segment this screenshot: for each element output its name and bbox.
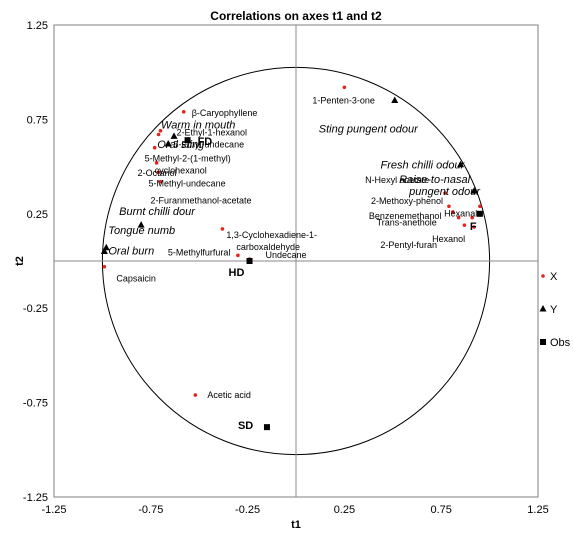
- point-y: [164, 139, 172, 147]
- point-label: Benzenemethanol: [369, 211, 442, 221]
- x-tick-label: -0.75: [138, 504, 163, 516]
- point-x: [447, 204, 451, 209]
- point-x: [154, 161, 159, 165]
- point-obs: [476, 210, 483, 217]
- x-tick-label: 0.75: [430, 504, 451, 516]
- point-x: [156, 132, 161, 137]
- point-x: [342, 85, 347, 90]
- point-label: Trans-anethole: [377, 218, 437, 228]
- point-x: [102, 264, 107, 269]
- x-tick-labels: -1.25 -0.75 -0.25 0.25 0.75 1.25: [41, 504, 548, 516]
- point-label: Capsaicin: [116, 274, 156, 284]
- point-label: β-Caryophyllene: [192, 108, 258, 118]
- point-x: [472, 225, 476, 229]
- x-tick-label: 1.25: [527, 504, 548, 516]
- point-label: Sting pungent odour: [319, 124, 419, 136]
- y-tick-label: 1.25: [27, 20, 48, 32]
- point-y: [391, 96, 399, 104]
- legend-marker-y: [539, 305, 547, 312]
- point-label: 2-Octanol: [138, 168, 177, 178]
- point-label: Hexanol: [432, 234, 465, 244]
- point-x: [456, 215, 461, 220]
- point-x: [470, 215, 474, 220]
- point-label: 1-Penten-3-one: [312, 95, 375, 105]
- point-x: [181, 110, 186, 114]
- chart-title: Correlations on axes t1 and t2: [210, 9, 382, 23]
- legend-label: X: [550, 271, 558, 283]
- point-x: [156, 170, 161, 175]
- point-labels: 1-Penten-3-one β-Caryophyllene 2-Ethyl-1-h…: [108, 95, 481, 432]
- point-y: [137, 221, 145, 228]
- y-axis-label: t2: [14, 256, 26, 266]
- legend-label: Obs: [550, 337, 571, 349]
- x-tick-label: -0.25: [235, 504, 260, 516]
- point-label: 2-Ethyl-1-hexanol: [176, 128, 247, 138]
- y-tick-label: 0.25: [27, 209, 48, 221]
- point-label: 5-Methyl-undecane: [149, 178, 226, 188]
- point-label: 5-Methyl-2-(1-methyl) cyclohexanol: [145, 154, 231, 176]
- y-tick-label: 0.75: [27, 114, 48, 126]
- point-label: Oral sting: [157, 139, 205, 151]
- y-tick-label: -0.75: [23, 398, 48, 410]
- point-y: [457, 160, 465, 168]
- point-label: Burnt chilli dour: [119, 206, 196, 218]
- point-label: 2-Methoxy-phenol: [371, 196, 443, 206]
- point-label: Raise-to-nasal pungent odour: [399, 174, 481, 198]
- point-label: Fresh chilli odour: [381, 160, 466, 172]
- y-tick-label: -1.25: [23, 492, 48, 504]
- legend-label: Y: [550, 304, 558, 316]
- point-label: 2-Furanmethanol-acetate: [150, 196, 251, 206]
- point-label: HD: [229, 267, 245, 279]
- point-label: SD: [238, 420, 253, 432]
- point-label: 5-Ethyl-undecane: [174, 140, 245, 150]
- legend-marker-x: [541, 274, 545, 278]
- point-label: Tongue numb: [108, 225, 175, 237]
- y-tick-label: -0.25: [23, 303, 48, 315]
- point-x: [193, 393, 198, 397]
- point-label: Warm in mouth: [161, 119, 235, 131]
- point-y: [170, 132, 178, 139]
- point-label: Undecane: [266, 250, 307, 260]
- point-obs: [246, 258, 253, 264]
- point-x: [220, 227, 225, 231]
- point-y: [100, 247, 108, 255]
- legend-marker-obs: [540, 339, 546, 345]
- point-label: Acetic acid: [207, 390, 251, 400]
- point-x: [236, 253, 240, 258]
- point-x: [152, 145, 157, 150]
- point-x: [478, 204, 482, 209]
- point-x: [158, 128, 163, 133]
- point-x: [451, 210, 455, 214]
- point-label: 5-Methylfurfural: [168, 247, 231, 257]
- y-tick-labels: 1.25 0.75 0.25 -0.25 -0.75 -1.25: [23, 20, 48, 504]
- point-x: [462, 223, 467, 227]
- x-tick-label: 0.25: [334, 504, 355, 516]
- point-label: N-Hexyl acetate: [365, 175, 429, 185]
- point-label: Hexanal: [444, 209, 477, 219]
- point-label: 1,3-Cyclohexadiene-1-carboxaldehyde: [226, 230, 317, 252]
- point-obs: [184, 137, 191, 144]
- data-points: [100, 85, 483, 431]
- legend: X Y Obs: [539, 271, 571, 349]
- point-label: F: [470, 221, 477, 233]
- point-label: Oral burn: [108, 246, 154, 258]
- point-label: FD: [198, 136, 213, 148]
- point-label: 2-Pentyl-furan: [380, 240, 437, 250]
- point-x: [443, 191, 447, 195]
- point-obs: [263, 424, 270, 431]
- x-tick-label: -1.25: [41, 504, 66, 516]
- point-x: [158, 179, 163, 184]
- point-y: [470, 187, 478, 194]
- x-axis-label: t1: [291, 519, 301, 531]
